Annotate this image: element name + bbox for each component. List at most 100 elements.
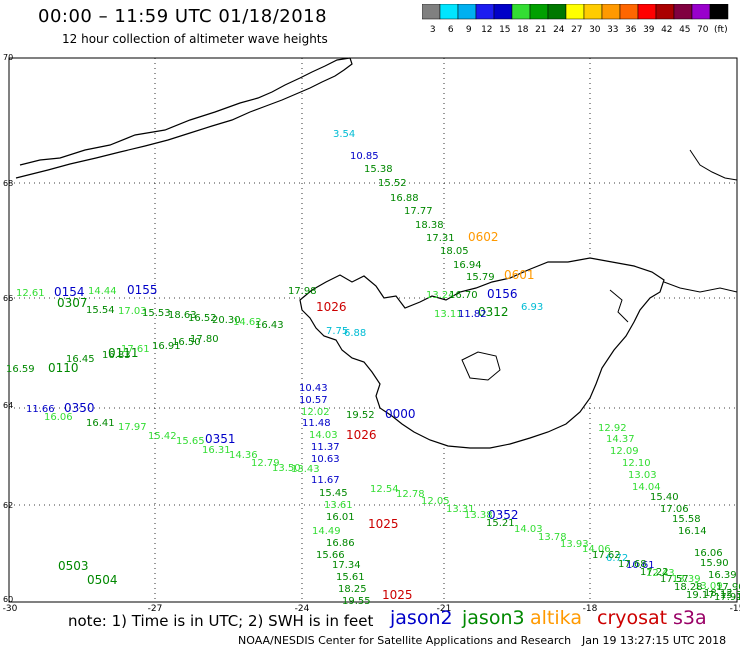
wave-height-label: 12.78: [396, 489, 425, 500]
wave-height-label: 13.11: [434, 309, 463, 320]
wave-height-label: 16.01: [326, 512, 355, 523]
scale-label: 30: [589, 25, 601, 35]
wave-height-label: 14.36: [229, 450, 258, 461]
wave-height-label: 12.43: [646, 568, 675, 579]
lat-label: 68: [3, 179, 13, 188]
wave-height-label: 17.31: [426, 233, 455, 244]
wave-height-label: 12.54: [370, 484, 399, 495]
wave-height-label: 15.52: [378, 178, 407, 189]
wave-height-label: 13.03: [628, 470, 657, 481]
pass-time-label: 1025: [368, 517, 399, 531]
wave-height-label: 16.45: [66, 354, 95, 365]
wave-height-label: 15.66: [316, 550, 345, 561]
wave-height-label: 13.38: [464, 510, 493, 521]
wave-height-label: 19.55: [342, 596, 371, 607]
wave-height-label: 7.75: [326, 326, 348, 337]
scale-label: 15: [499, 25, 510, 35]
pass-time-label: 0312: [478, 305, 509, 319]
wave-height-label: 14.62: [233, 317, 262, 328]
wave-height-label: 6.72: [606, 553, 628, 564]
lon-label: -15: [730, 604, 740, 612]
wave-height-label: 12.61: [16, 288, 45, 299]
wave-height-label: 15.21: [486, 518, 515, 529]
pass-time-label: 0504: [87, 573, 118, 587]
wave-height-label: 6.93: [521, 302, 543, 313]
wave-height-label: 17.80: [190, 334, 219, 345]
lon-label: -24: [295, 604, 310, 612]
wave-height-label: 16.31: [202, 445, 231, 456]
wave-height-label: 14.44: [88, 286, 117, 297]
pass-time-label: 0111: [108, 346, 139, 360]
scale-label: 36: [625, 25, 637, 35]
fjord-outline: [609, 289, 629, 323]
wave-height-label: 12.92: [598, 423, 627, 434]
wave-height-label: 15.45: [319, 488, 348, 499]
credit-text: NOAA/NESDIS Center for Satellite Applica…: [238, 634, 572, 647]
scale-label: 6: [448, 25, 454, 35]
wave-height-label: 16.88: [390, 193, 419, 204]
scale-label: 39: [643, 25, 655, 35]
wave-height-label: 16.83: [102, 350, 131, 361]
wave-height-label: 14.37: [606, 434, 635, 445]
wave-height-label: 16.14: [678, 526, 707, 537]
legend-altika: altika: [530, 607, 582, 629]
pass-time-label: 0000: [385, 407, 416, 421]
wave-height-label: 20.30: [212, 315, 241, 326]
wave-height-label: 12.79: [251, 458, 280, 469]
lake-outline: [461, 351, 501, 381]
wave-height-label: 17.98: [288, 286, 317, 297]
scale-label: (ft): [714, 25, 728, 35]
wave-height-label: 10.43: [299, 383, 328, 394]
wave-height-label: 18.38: [415, 220, 444, 231]
wave-height-label: 13.93: [560, 539, 589, 550]
wave-height-label: 11.82: [458, 309, 487, 320]
scale-label: 3: [430, 25, 436, 35]
legend-jason3: jason3: [462, 607, 525, 629]
pass-time-label: 0154: [54, 285, 85, 299]
wave-height-label: 15.65: [176, 436, 205, 447]
wave-height-label: 16.86: [326, 538, 355, 549]
wave-height-label: 16.06: [694, 548, 723, 559]
wave-height-label: 10.63: [311, 454, 340, 465]
scale-label: 12: [481, 25, 492, 35]
wave-height-label: 15.79: [466, 272, 495, 283]
wave-height-label: 18.12: [704, 588, 733, 599]
legend-s3a: s3a: [673, 607, 707, 629]
page-subtitle: 12 hour collection of altimeter wave hei…: [62, 32, 328, 46]
scale-label: 70: [697, 25, 709, 35]
wave-height-label: 10.57: [299, 395, 328, 406]
pass-time-label: 0155: [127, 283, 158, 297]
wave-height-label: 3.54: [333, 129, 355, 140]
wave-height-label: 16.70: [449, 290, 478, 301]
timestamp-text: Jan 19 13:27:15 UTC 2018: [582, 634, 727, 647]
pass-time-label: 0110: [48, 361, 79, 375]
wave-height-label: 14.04: [632, 482, 661, 493]
wave-height-label: 10.61: [626, 560, 655, 571]
lon-label: -21: [437, 604, 452, 612]
scale-label: 42: [661, 25, 672, 35]
scale-label: 33: [607, 25, 618, 35]
pass-time-label: 0601: [504, 268, 535, 282]
lat-label: 60: [3, 595, 13, 604]
wave-height-label: 16.52: [188, 313, 217, 324]
pass-time-label: 1026: [316, 300, 347, 314]
scale-label: 45: [679, 25, 690, 35]
wave-height-label: 17.97: [118, 422, 147, 433]
wave-height-label: 19.52: [346, 410, 375, 421]
wave-height-label: 18.63: [168, 310, 197, 321]
pass-time-label: 0503: [58, 559, 89, 573]
pass-time-label: 0351: [205, 432, 236, 446]
wave-height-label: 15.40: [650, 492, 679, 503]
wave-height-label: 18.05: [440, 246, 469, 257]
wave-height-color-scale: 3 6 9 12 15 18 21 24 27 30 33 36 39 42 45 70 (ft): [422, 4, 729, 35]
wave-height-label: 11.66: [26, 404, 55, 415]
wave-height-label: 11.67: [311, 475, 340, 486]
page-title: 00:00 – 11:59 UTC 01/18/2018: [38, 6, 328, 27]
lat-label: 66: [3, 294, 13, 303]
wave-height-label: 12.02: [301, 407, 330, 418]
pass-time-label: 0352: [488, 508, 519, 522]
wave-height-label: 13.09: [694, 581, 723, 592]
legend-jason2: jason2: [390, 607, 453, 629]
wave-height-label: 13.31: [446, 504, 475, 515]
wave-height-label: 6.88: [344, 328, 366, 339]
